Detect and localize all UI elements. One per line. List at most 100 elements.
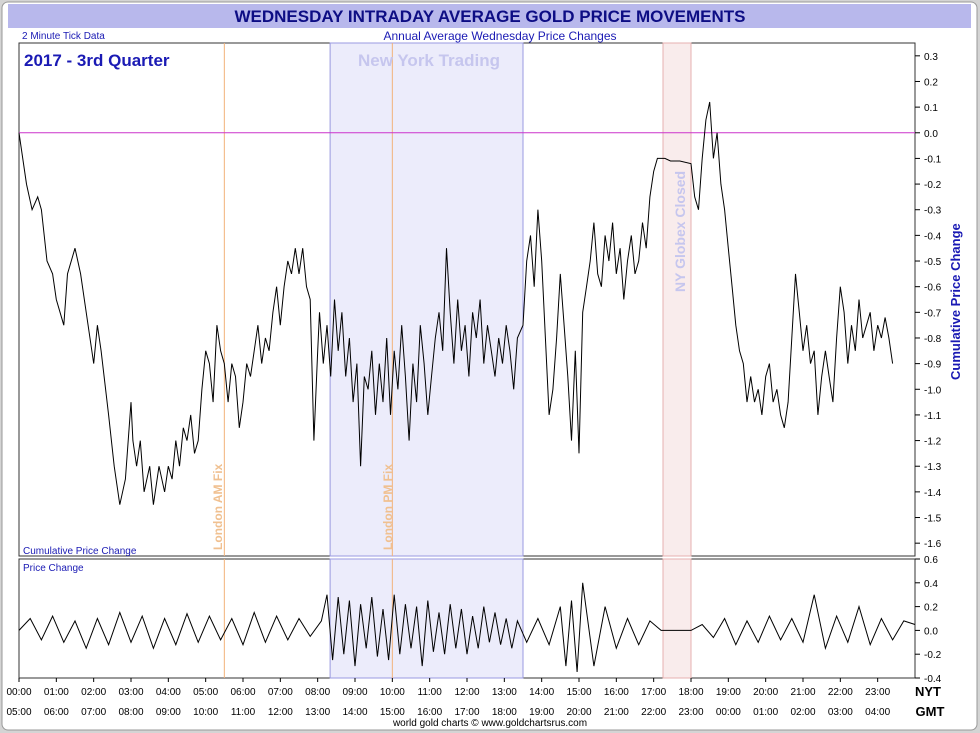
- x-tick-label-gmt: 00:00: [716, 707, 741, 718]
- y-tick-label: -0.4: [924, 674, 942, 685]
- y-tick-label: -0.7: [924, 308, 942, 319]
- x-tick-label-gmt: 13:00: [305, 707, 330, 718]
- x-tick-label-gmt: 12:00: [268, 707, 293, 718]
- y-tick-label: -0.8: [924, 334, 942, 345]
- x-tick-label-nyt: 01:00: [44, 687, 69, 698]
- y-tick-label: -0.9: [924, 360, 942, 371]
- x-tick-label-nyt: 23:00: [865, 687, 890, 698]
- x-tick-label-gmt: 21:00: [604, 707, 629, 718]
- chart-title: WEDNESDAY INTRADAY AVERAGE GOLD PRICE MO…: [234, 7, 745, 26]
- globex-closed-band: [662, 558, 692, 679]
- time-axis: 00:00 05:00 01:00 06:00 02:00 07:00 03:00 08:00…: [6, 678, 891, 718]
- x-tick-label-nyt: 11:00: [418, 687, 443, 698]
- x-tick-label-gmt: 18:00: [492, 707, 517, 718]
- x-tick-label-gmt: 09:00: [156, 707, 181, 718]
- x-tick-label-nyt: 13:00: [492, 687, 517, 698]
- x-tick-label-nyt: 21:00: [790, 687, 815, 698]
- x-tick-label-nyt: 16:00: [604, 687, 629, 698]
- x-tick-label-gmt: 05:00: [6, 707, 31, 718]
- x-tick-label-gmt: 10:00: [193, 707, 218, 718]
- cumulative-y-ticks: 0.3 0.2 0.1 0.0 -0.1 -0.2 -0.3 -0.4 -0.5 -0.6 -0.7…: [915, 52, 942, 550]
- x-tick-label-nyt: 09:00: [342, 687, 367, 698]
- y-tick-label: -0.2: [924, 650, 942, 661]
- x-tick-label-gmt: 16:00: [417, 707, 442, 718]
- globex-closed-label: NY Globex Closed: [672, 171, 688, 292]
- y-axis-label: Cumulative Price Change: [948, 223, 963, 380]
- y-tick-label: 0.4: [924, 579, 938, 590]
- y-tick-label: -1.0: [924, 385, 942, 396]
- x-tick-label-gmt: 20:00: [566, 707, 591, 718]
- x-tick-label-nyt: 17:00: [641, 687, 666, 698]
- price-change-y-ticks: 0.6 0.4 0.2 0.0 -0.2 -0.4: [915, 555, 942, 685]
- y-tick-label: -0.1: [924, 154, 942, 165]
- tick-data-label: 2 Minute Tick Data: [22, 31, 105, 42]
- y-tick-label: 0.0: [924, 129, 938, 140]
- x-tick-label-gmt: 02:00: [790, 707, 815, 718]
- x-tick-label-gmt: 04:00: [865, 707, 890, 718]
- x-tick-label-nyt: 18:00: [678, 687, 703, 698]
- x-tick-label-gmt: 01:00: [753, 707, 778, 718]
- x-tick-label-gmt: 06:00: [44, 707, 69, 718]
- cumulative-panel-label: Cumulative Price Change: [23, 546, 137, 557]
- x-tick-label-nyt: 08:00: [305, 687, 330, 698]
- x-tick-label-gmt: 03:00: [828, 707, 853, 718]
- x-tick-label-nyt: 04:00: [156, 687, 181, 698]
- y-tick-label: -1.3: [924, 462, 942, 473]
- x-tick-label-nyt: 00:00: [6, 687, 31, 698]
- footer-credit: world gold charts © www.goldchartsrus.co…: [392, 718, 587, 729]
- y-tick-label: -0.2: [924, 180, 942, 191]
- x-tick-label-gmt: 08:00: [118, 707, 143, 718]
- chart-subtitle: Annual Average Wednesday Price Changes: [383, 29, 616, 43]
- y-tick-label: 0.2: [924, 77, 938, 88]
- x-tick-label-nyt: 15:00: [566, 687, 591, 698]
- x-tick-label-nyt: 22:00: [828, 687, 853, 698]
- x-tick-label-gmt: 19:00: [529, 707, 554, 718]
- period-label: 2017 - 3rd Quarter: [24, 51, 170, 70]
- x-tick-label-nyt: 19:00: [716, 687, 741, 698]
- x-tick-label-nyt: 02:00: [81, 687, 106, 698]
- price-change-panel-label: Price Change: [23, 563, 84, 574]
- x-tick-label-gmt: 17:00: [454, 707, 479, 718]
- y-tick-label: 0.1: [924, 103, 938, 114]
- x-tick-label-gmt: 22:00: [641, 707, 666, 718]
- ny-trading-band: [329, 42, 524, 557]
- globex-closed-band: [662, 42, 692, 557]
- y-tick-label: 0.3: [924, 52, 938, 63]
- x-tick-label-nyt: 06:00: [230, 687, 255, 698]
- y-tick-label: -0.4: [924, 231, 942, 242]
- y-tick-label: -0.5: [924, 257, 942, 268]
- y-tick-label: 0.6: [924, 555, 938, 566]
- nyt-axis-label: NYT: [915, 684, 941, 699]
- price-change-series-line: [18, 582, 916, 673]
- x-tick-label-nyt: 20:00: [753, 687, 778, 698]
- x-tick-label-gmt: 11:00: [231, 707, 256, 718]
- london-pm-fix-label: London PM Fix: [381, 464, 395, 550]
- y-tick-label: -1.4: [924, 488, 942, 499]
- y-tick-label: -0.6: [924, 283, 942, 294]
- y-tick-label: -1.1: [924, 411, 942, 422]
- london-am-fix-label: London AM Fix: [211, 463, 225, 550]
- x-tick-label-nyt: 07:00: [268, 687, 293, 698]
- gmt-axis-label: GMT: [916, 704, 945, 719]
- x-tick-label-gmt: 14:00: [342, 707, 367, 718]
- x-tick-label-nyt: 12:00: [454, 687, 479, 698]
- ny-trading-label: New York Trading: [358, 51, 500, 70]
- title-bar: [8, 4, 971, 28]
- y-tick-label: -0.3: [924, 206, 942, 217]
- x-tick-label-gmt: 23:00: [678, 707, 703, 718]
- x-tick-label-nyt: 10:00: [380, 687, 405, 698]
- y-tick-label: -1.6: [924, 539, 942, 550]
- x-tick-label-nyt: 03:00: [118, 687, 143, 698]
- x-tick-label-gmt: 07:00: [81, 707, 106, 718]
- x-tick-label-gmt: 15:00: [380, 707, 405, 718]
- x-tick-label-nyt: 05:00: [193, 687, 218, 698]
- cumulative-series-line: [18, 101, 894, 505]
- y-tick-label: -1.5: [924, 514, 942, 525]
- x-tick-label-nyt: 14:00: [529, 687, 554, 698]
- session-bands: [223, 42, 692, 679]
- y-tick-label: 0.0: [924, 626, 938, 637]
- y-tick-label: -1.2: [924, 437, 942, 448]
- y-tick-label: 0.2: [924, 603, 938, 614]
